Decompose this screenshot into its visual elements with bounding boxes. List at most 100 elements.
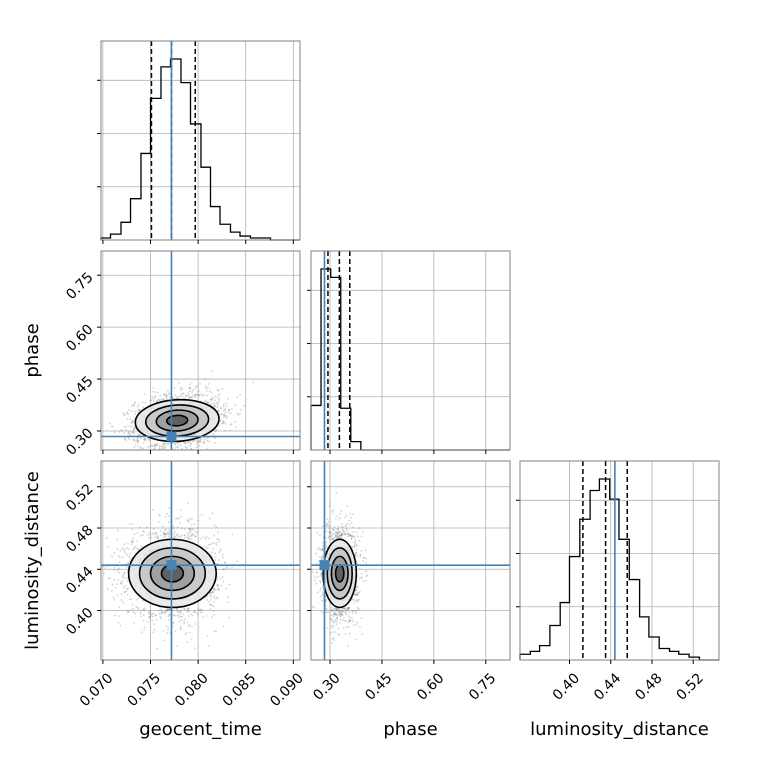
sample-point <box>225 405 228 408</box>
sample-point <box>223 403 225 406</box>
sample-point <box>168 392 171 394</box>
sample-point <box>164 533 167 536</box>
sample-point <box>161 452 163 454</box>
sample-point <box>203 442 205 445</box>
sample-point <box>155 618 158 621</box>
sample-point <box>213 590 215 593</box>
sample-point <box>158 609 161 612</box>
sample-point <box>226 596 229 599</box>
sample-point <box>134 444 137 447</box>
sample-point <box>137 548 140 551</box>
sample-point <box>130 543 133 546</box>
sample-point <box>117 579 120 581</box>
sample-point <box>139 446 142 449</box>
sample-point <box>132 438 135 441</box>
sample-point <box>214 441 216 444</box>
sample-point <box>126 611 129 614</box>
sample-point <box>123 432 126 434</box>
sample-point <box>163 442 166 445</box>
sample-point <box>200 513 203 516</box>
sample-point <box>190 535 192 537</box>
sample-point <box>212 397 214 400</box>
sample-point <box>212 591 215 594</box>
sample-point <box>123 591 125 593</box>
contour-line <box>155 409 199 432</box>
sample-point <box>143 454 145 456</box>
sample-point <box>186 532 189 534</box>
sample-point <box>163 394 166 397</box>
sample-point <box>226 415 229 418</box>
sample-point <box>211 396 213 399</box>
sample-point <box>183 534 186 537</box>
sample-point <box>136 405 139 408</box>
sample-point <box>132 611 135 613</box>
sample-point <box>133 438 135 441</box>
sample-point <box>152 399 155 402</box>
sample-point <box>207 437 210 439</box>
sample-point <box>194 623 196 625</box>
sample-point <box>214 556 216 559</box>
sample-point <box>105 537 108 540</box>
sample-point <box>216 537 219 540</box>
sample-point <box>202 441 205 444</box>
sample-point <box>128 523 131 526</box>
sample-point <box>188 517 191 520</box>
sample-point <box>224 411 227 413</box>
sample-point <box>123 426 126 429</box>
sample-point <box>227 411 230 414</box>
sample-point <box>189 444 192 447</box>
sample-point <box>142 530 145 532</box>
sample-point <box>149 616 152 618</box>
sample-point <box>197 394 200 397</box>
sample-point <box>190 518 193 521</box>
sample-point <box>159 616 161 618</box>
sample-point <box>131 603 134 606</box>
sample-point <box>186 609 189 612</box>
panel-content <box>101 461 300 660</box>
sample-point <box>148 611 151 614</box>
sample-point <box>143 607 146 610</box>
sample-point <box>217 588 220 591</box>
sample-point <box>171 624 174 627</box>
sample-point <box>144 609 147 612</box>
sample-point <box>188 528 191 530</box>
sample-point <box>152 387 155 390</box>
sample-point <box>213 587 216 590</box>
sample-point <box>195 446 198 449</box>
sample-point <box>109 422 111 425</box>
sample-point <box>114 586 117 589</box>
sample-point <box>151 613 153 616</box>
sample-point <box>120 582 123 585</box>
sample-point <box>134 410 137 413</box>
sample-point <box>131 528 134 531</box>
sample-point <box>154 535 157 538</box>
sample-point <box>203 378 206 380</box>
sample-point <box>191 389 194 392</box>
sample-point <box>133 402 136 405</box>
sample-point <box>195 612 198 615</box>
sample-point <box>158 447 161 450</box>
sample-point <box>220 422 223 425</box>
sample-point <box>113 552 116 555</box>
sample-point <box>122 574 125 576</box>
sample-point <box>152 397 155 400</box>
sample-point <box>236 560 238 563</box>
sample-point <box>126 570 129 572</box>
sample-point <box>205 546 208 549</box>
sample-point <box>217 585 220 588</box>
sample-point <box>176 446 179 449</box>
sample-point <box>171 396 174 399</box>
sample-point <box>162 525 164 528</box>
sample-point <box>204 438 206 441</box>
sample-point <box>137 548 140 551</box>
sample-point <box>134 413 136 416</box>
sample-point <box>180 619 183 621</box>
sample-point <box>121 575 124 578</box>
sample-point <box>112 596 115 599</box>
sample-point <box>160 611 163 614</box>
sample-point <box>131 541 133 544</box>
sample-point <box>187 625 190 628</box>
sample-point <box>181 527 183 530</box>
sample-point <box>152 390 155 393</box>
sample-point <box>177 533 179 536</box>
